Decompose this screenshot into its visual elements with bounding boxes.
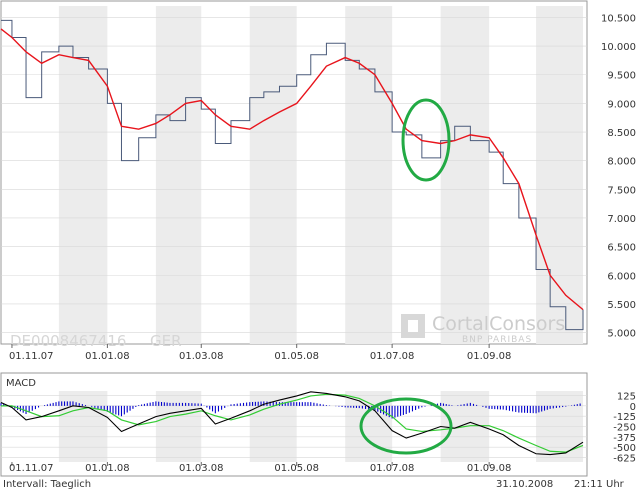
macd-y-tick-label: 125 <box>617 392 636 403</box>
isin-label: DE0008467416 <box>10 332 126 350</box>
macd-chart-grid <box>1 395 587 458</box>
price-y-tick-label: 5.000 <box>607 329 636 340</box>
price-y-tick-label: 5.500 <box>607 300 636 311</box>
price-x-tick-label: 01.05.08 <box>274 351 319 362</box>
price-chart-series <box>0 19 584 331</box>
macd-x-tick-label: 01.03.08 <box>179 463 224 474</box>
macd-x-tick-label: 01.01.08 <box>85 463 130 474</box>
macd-y-tick-label: -500 <box>613 443 636 454</box>
macd-x-tick-label: 01.11.07 <box>9 463 54 474</box>
macd-chart-series <box>0 391 584 456</box>
interval-label: Intervall: Taeglich <box>3 479 91 490</box>
macd-signal-line <box>1 393 584 453</box>
price-y-tick-label: 6.500 <box>607 243 636 254</box>
macd-x-axis: 01.11.07 01.01.08 01.03.08 01.05.08 01.07.08… <box>9 462 511 474</box>
price-y-tick-label: 8.000 <box>607 157 636 168</box>
macd-y-tick-label: -125 <box>613 412 636 423</box>
logo-sub-text: BNP PARIBAS <box>462 335 532 345</box>
price-month-band <box>345 6 393 344</box>
macd-y-tick-label: -250 <box>613 423 636 434</box>
price-x-tick-label: 01.01.08 <box>85 351 130 362</box>
macd-histogram <box>0 401 581 419</box>
macd-x-tick-label: 01.07.08 <box>370 463 415 474</box>
price-chart-bands <box>58 6 583 344</box>
footer-date: 31.10.2008 <box>496 479 553 490</box>
macd-x-tick-label: 01.05.08 <box>274 463 319 474</box>
moving-average-line <box>0 28 584 311</box>
price-month-band <box>155 6 202 344</box>
price-y-tick-label: 9.000 <box>607 99 636 110</box>
price-x-tick-label: 01.03.08 <box>179 351 224 362</box>
annotation-ellipse-price <box>401 98 451 182</box>
price-y-tick-label: 6.000 <box>607 271 636 282</box>
macd-x-tick-label: 01.09.08 <box>467 463 512 474</box>
price-y-tick-label: 7.500 <box>607 185 636 196</box>
annotation-ellipse-macd <box>359 397 453 455</box>
macd-y-tick-label: -625 <box>613 453 636 464</box>
price-x-axis: 01.11.07 01.01.08 01.03.08 01.05.08 01.07.08… <box>9 344 511 362</box>
price-x-tick-label: 01.11.07 <box>9 351 54 362</box>
logo-brand-text: CortalConsors <box>432 313 565 335</box>
macd-title: MACD <box>6 378 36 389</box>
price-month-band <box>58 6 108 344</box>
logo-emblem-inner-icon <box>408 320 418 332</box>
footer-time: 21:11 Uhr <box>574 479 625 490</box>
price-month-band <box>536 6 583 344</box>
price-x-tick-label: 01.07.08 <box>370 351 415 362</box>
price-y-axis: 10.500 10.000 9.500 9.000 8.500 8.000 7.500 7.0… <box>601 13 636 339</box>
price-y-tick-label: 10.000 <box>601 42 636 53</box>
price-month-band <box>440 6 490 344</box>
footer: Intervall: Taeglich 31.10.2008 21:11 Uhr <box>3 479 625 490</box>
price-y-tick-label: 7.000 <box>607 214 636 225</box>
price-y-tick-label: 9.500 <box>607 71 636 82</box>
cortal-consors-logo: CortalConsors BNP PARIBAS <box>401 313 565 345</box>
price-chart-panel: CortalConsors BNP PARIBAS DE0008467416 G… <box>0 0 636 362</box>
price-y-tick-label: 10.500 <box>601 13 636 24</box>
price-x-tick-label: 01.09.08 <box>467 351 512 362</box>
price-month-band <box>249 6 297 344</box>
macd-y-tick-label: 0 <box>630 402 636 413</box>
exchange-label: GER <box>150 332 182 350</box>
macd-y-tick-label: -375 <box>613 433 636 444</box>
macd-line <box>0 391 584 456</box>
price-y-tick-label: 8.500 <box>607 128 636 139</box>
